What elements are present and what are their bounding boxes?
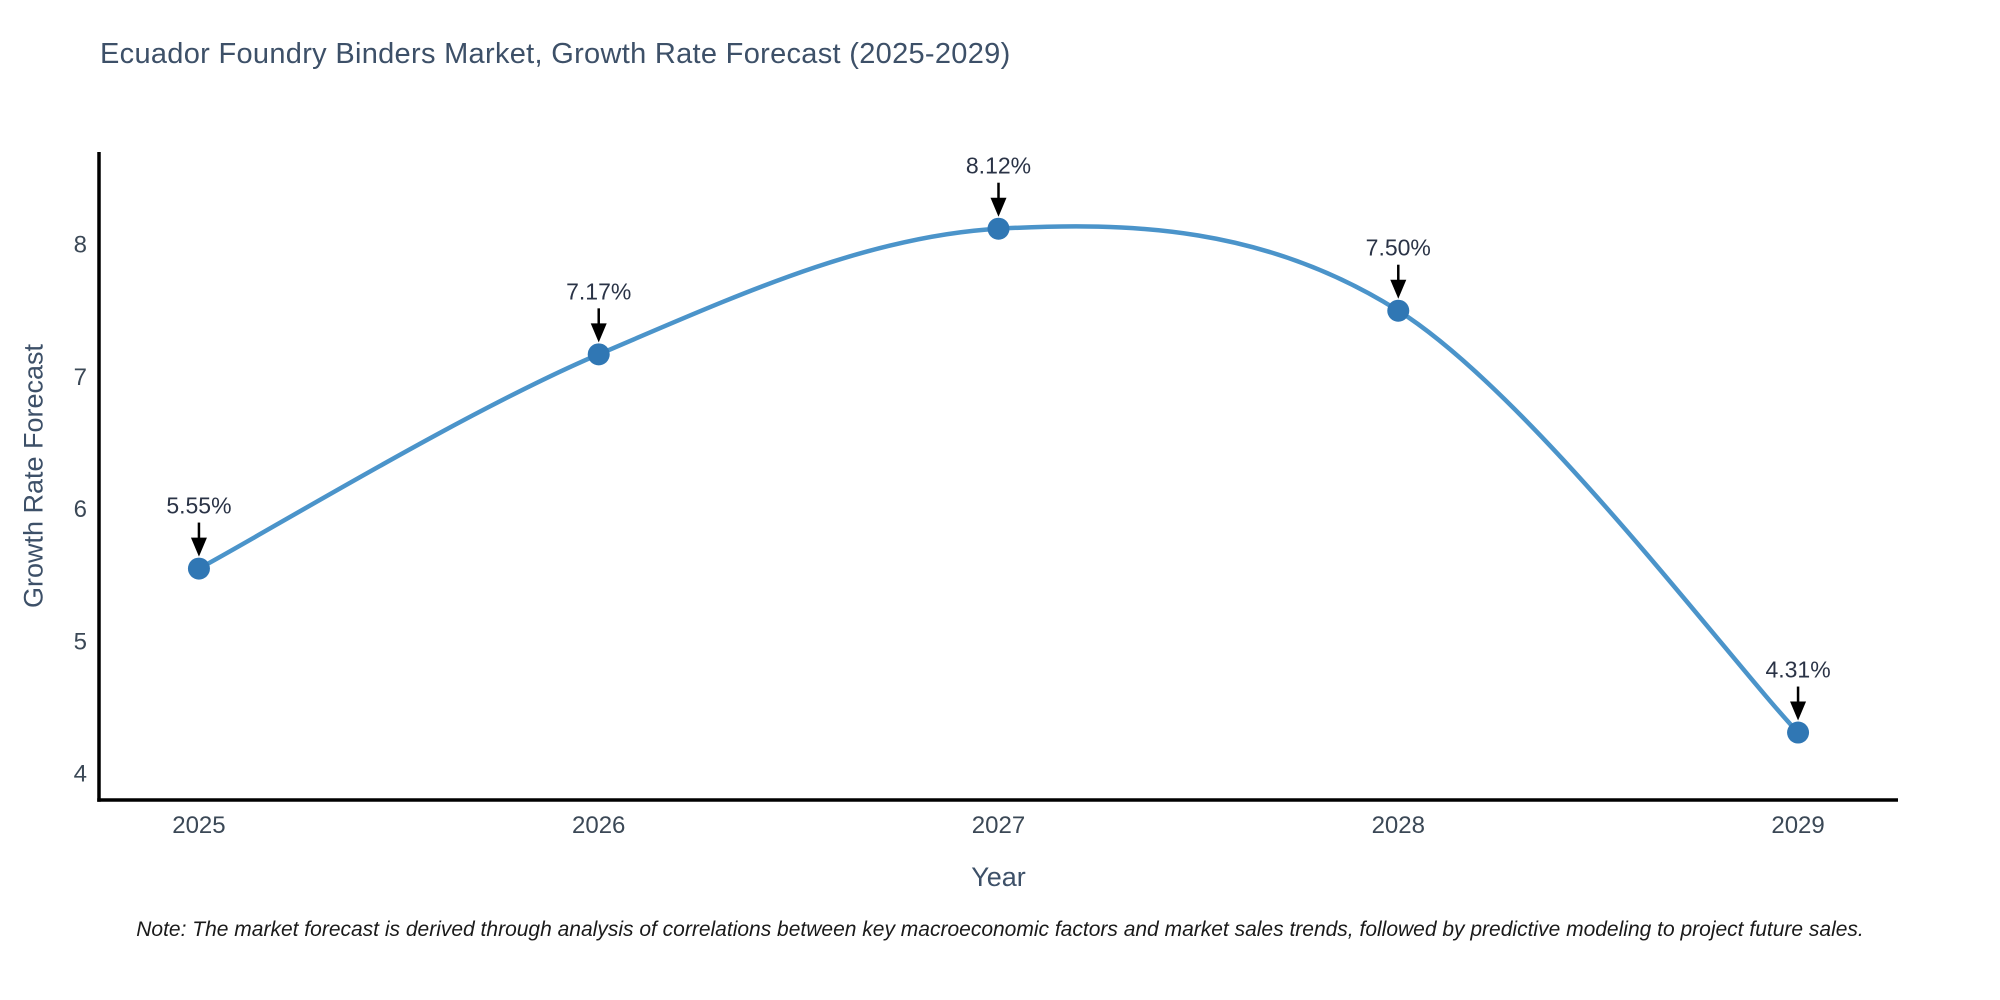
chart-title: Ecuador Foundry Binders Market, Growth R…: [100, 38, 1011, 70]
trend-line: [196, 224, 1801, 735]
data-point[interactable]: [187, 557, 210, 580]
x-tick-label: 2025: [172, 812, 225, 839]
annotation-arrowhead: [990, 197, 1007, 217]
data-point[interactable]: [987, 217, 1010, 240]
data-point[interactable]: [1387, 299, 1410, 322]
footnote: Note: The market forecast is derived thr…: [136, 918, 1864, 941]
data-point[interactable]: [1787, 721, 1810, 744]
data-point[interactable]: [587, 343, 610, 366]
point-annotation-label: 7.17%: [566, 278, 631, 304]
annotation-arrowhead: [190, 537, 207, 557]
x-tick-label: 2026: [572, 812, 625, 839]
point-annotation-label: 8.12%: [966, 153, 1031, 179]
y-tick-label: 8: [74, 232, 87, 259]
y-tick-label: 5: [74, 628, 87, 655]
y-tick-label: 7: [74, 364, 87, 391]
point-annotation-label: 5.55%: [166, 493, 231, 519]
x-tick-label: 2028: [1372, 812, 1425, 839]
x-tick-label: 2027: [972, 812, 1025, 839]
y-tick-label: 4: [74, 761, 87, 788]
y-tick-label: 6: [74, 496, 87, 523]
annotation-arrowhead: [1390, 279, 1407, 299]
annotation-arrowhead: [590, 323, 607, 343]
x-axis-title: Year: [971, 862, 1026, 892]
point-annotation-label: 4.31%: [1765, 657, 1830, 683]
y-axis-title: Growth Rate Forecast: [18, 343, 49, 609]
x-tick-label: 2029: [1771, 812, 1824, 839]
annotation-arrowhead: [1790, 701, 1807, 721]
point-annotation-label: 7.50%: [1366, 235, 1431, 261]
